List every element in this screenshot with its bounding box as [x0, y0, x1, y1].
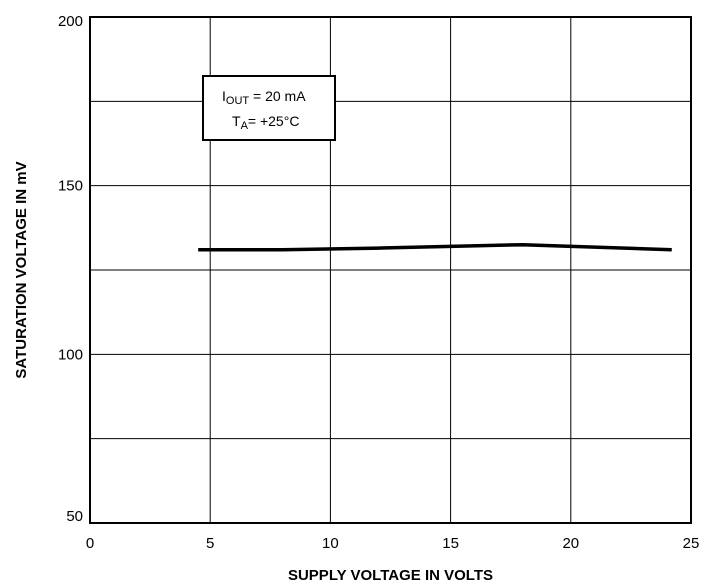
x-tick-label: 15 [442, 535, 459, 552]
legend-iout-rest: = 20 mA [249, 88, 306, 104]
x-tick-label: 5 [206, 535, 214, 552]
x-tick-label: 0 [86, 535, 94, 552]
legend-box [202, 75, 336, 141]
y-axis-title: SATURATION VOLTAGE IN mV [13, 161, 30, 378]
tick-labels: 0 5 10 15 20 25 50 100 150 200 [58, 13, 699, 552]
x-tick-label: 25 [683, 535, 700, 552]
legend-ta-rest: = +25°C [248, 113, 300, 129]
legend-ta-sub: A [241, 120, 249, 132]
series-line [198, 242, 672, 252]
x-axis-title: SUPPLY VOLTAGE IN VOLTS [288, 567, 493, 584]
y-tick-label: 200 [58, 13, 83, 30]
y-tick-label: 100 [58, 346, 83, 363]
legend-ta-main: T [232, 113, 241, 129]
series-group [198, 242, 672, 252]
legend-iout-sub: OUT [226, 95, 250, 107]
grid [90, 17, 691, 523]
x-tick-label: 10 [322, 535, 339, 552]
plot-frame [89, 16, 692, 524]
legend-ta: TA= +25°C [232, 113, 299, 132]
legend: IOUT = 20 mA TA= +25°C [202, 75, 336, 141]
legend-iout: IOUT = 20 mA [222, 88, 306, 107]
y-tick-label: 50 [66, 508, 83, 525]
x-tick-label: 20 [562, 535, 579, 552]
legend-iout-main: I [222, 88, 226, 104]
y-tick-label: 150 [58, 178, 83, 195]
